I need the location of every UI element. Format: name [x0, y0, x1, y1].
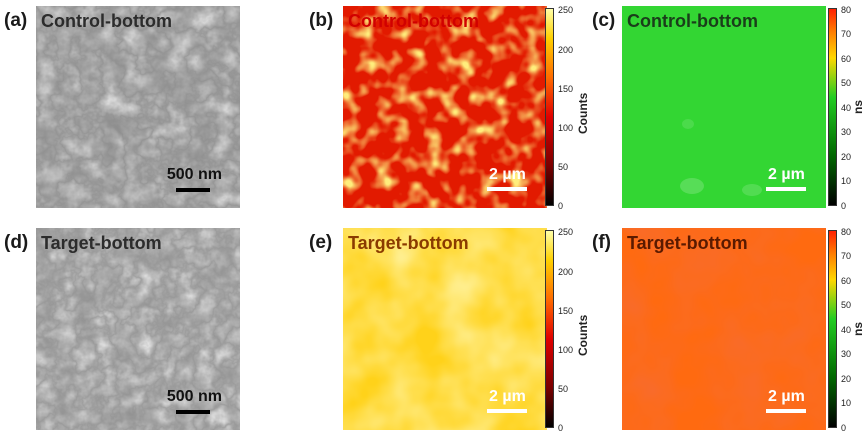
scale-bar — [176, 410, 210, 414]
colorbar-label: Counts — [576, 92, 590, 134]
colorbar-tick: 100 — [558, 123, 574, 133]
scale-bar-label: 2 µm — [489, 166, 526, 183]
colorbar-ns — [828, 230, 837, 428]
colorbar-tick: 50 — [841, 300, 852, 310]
colorbar-tick: 60 — [841, 276, 852, 286]
colorbar-tick: 70 — [841, 251, 852, 261]
scale-bar — [766, 409, 806, 413]
colorbar-tick: 200 — [558, 45, 574, 55]
scale-bar-label: 500 nm — [166, 388, 222, 405]
scale-bar — [766, 187, 806, 191]
colorbar-tick: 0 — [558, 201, 564, 211]
colorbar-ns — [828, 8, 837, 206]
colorbar-label: ns — [851, 99, 865, 114]
colorbar-tick: 100 — [558, 345, 574, 355]
panel-letter-d: (d) — [4, 232, 29, 253]
scale-bar-label: 2 µm — [768, 388, 805, 405]
scale-bar-label: 2 µm — [768, 166, 805, 183]
panel-letter-e: (e) — [309, 232, 333, 253]
colorbar-tick: 20 — [841, 152, 852, 162]
colorbar-tick: 70 — [841, 29, 852, 39]
colorbar-tick: 40 — [841, 325, 852, 335]
scale-bar — [487, 409, 527, 413]
colorbar-label: ns — [851, 321, 865, 336]
colorbar-tick: 10 — [841, 176, 852, 186]
panel-title: Target-bottom — [348, 233, 469, 253]
colorbar-tick: 250 — [558, 5, 574, 15]
colorbar-tick: 80 — [841, 5, 852, 15]
colorbar-tick: 30 — [841, 127, 852, 137]
colorbar-tick: 80 — [841, 227, 852, 237]
scale-bar-label: 500 nm — [166, 166, 222, 183]
colorbar-tick: 60 — [841, 54, 852, 64]
panel-letter-c: (c) — [592, 10, 616, 31]
panel-title: Control-bottom — [41, 11, 172, 31]
colorbar-tick: 10 — [841, 398, 852, 408]
colorbar-counts — [545, 230, 554, 428]
sem-image-target: Target-bottom 500 nm — [36, 228, 240, 430]
scale-bar — [487, 187, 527, 191]
panel-title: Target-bottom — [41, 233, 162, 253]
colorbar-counts — [545, 8, 554, 206]
panel-title: Target-bottom — [627, 233, 748, 253]
colorbar-tick: 0 — [841, 423, 847, 433]
colorbar-tick: 40 — [841, 103, 852, 113]
colorbar-tick: 50 — [558, 384, 569, 394]
colorbar-tick: 20 — [841, 374, 852, 384]
pl-map-target: Target-bottom 2 µm — [343, 228, 547, 430]
lifetime-map-target: Target-bottom 2 µm — [622, 228, 826, 430]
scale-bar-label: 2 µm — [489, 388, 526, 405]
panel-letter-b: (b) — [309, 10, 334, 31]
colorbar-tick: 50 — [558, 162, 569, 172]
scale-bar — [176, 188, 210, 192]
colorbar-tick: 250 — [558, 227, 574, 237]
colorbar-tick: 30 — [841, 349, 852, 359]
colorbar-tick: 150 — [558, 306, 574, 316]
panel-letter-f: (f) — [592, 232, 611, 253]
panel-title: Control-bottom — [627, 11, 758, 31]
colorbar-tick: 200 — [558, 267, 574, 277]
panel-letter-a: (a) — [4, 10, 28, 31]
lifetime-map-control: Control-bottom 2 µm — [622, 6, 826, 208]
sem-image-control: Control-bottom 500 nm — [36, 6, 240, 208]
colorbar-label: Counts — [576, 314, 590, 356]
pl-map-control: Control-bottom 2 µm — [343, 6, 547, 208]
colorbar-tick: 0 — [558, 423, 564, 433]
panel-title: Control-bottom — [348, 11, 479, 31]
colorbar-tick: 150 — [558, 84, 574, 94]
colorbar-tick: 50 — [841, 78, 852, 88]
colorbar-tick: 0 — [841, 201, 847, 211]
